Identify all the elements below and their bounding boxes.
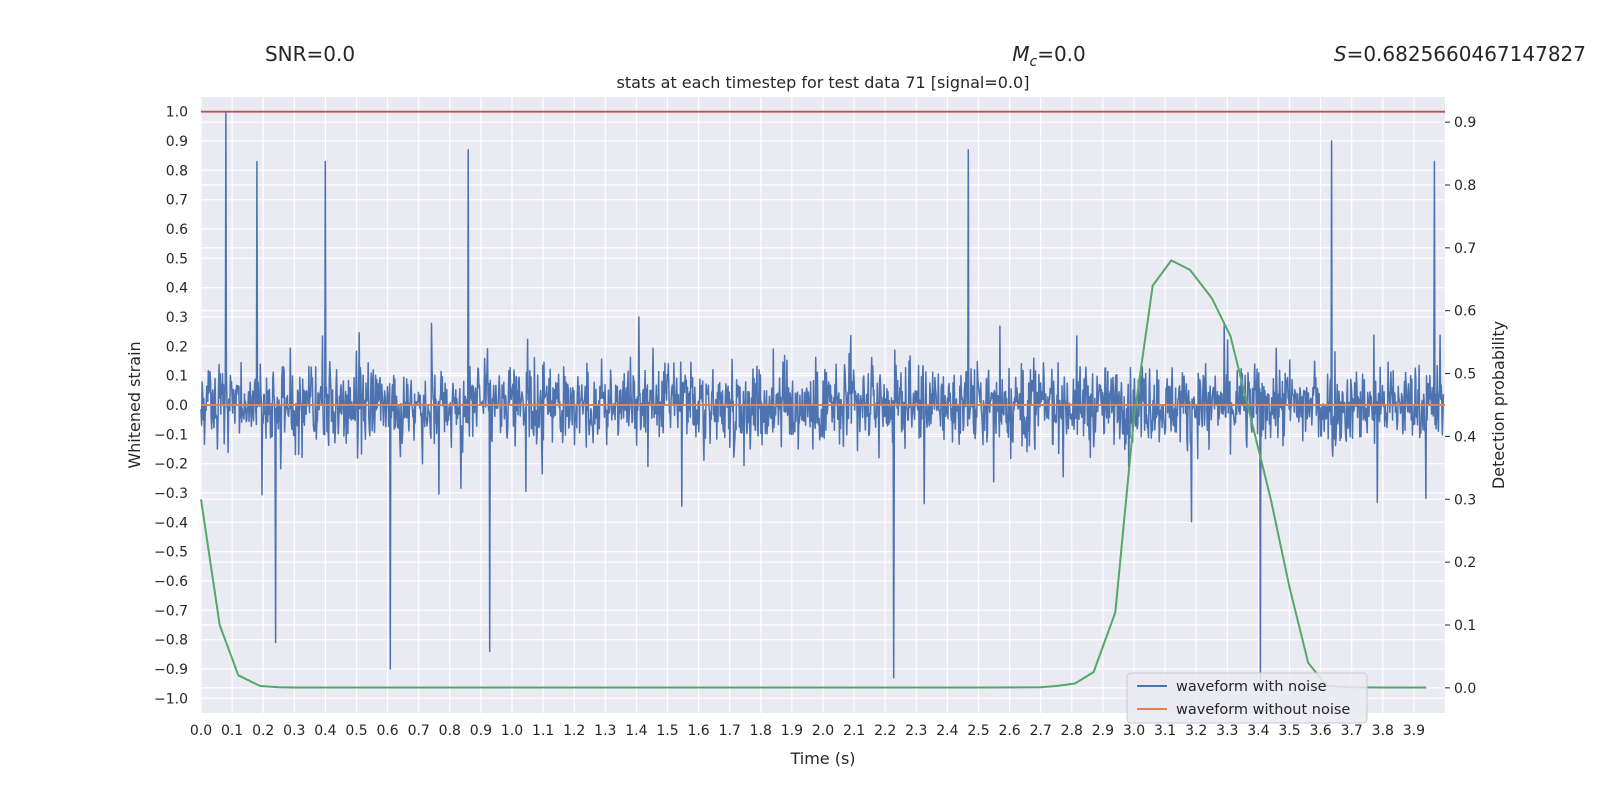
x-tick-label: 1.2: [563, 723, 585, 739]
y-left-tick-label: −0.2: [154, 457, 188, 473]
x-tick-label: 1.3: [594, 723, 616, 739]
x-tick-label: 0.7: [408, 723, 430, 739]
x-tick-label: 1.9: [781, 723, 803, 739]
y-left-tick-label: 0.7: [166, 193, 188, 209]
x-tick-label: 2.7: [1030, 723, 1052, 739]
x-tick-label: 3.8: [1372, 723, 1394, 739]
x-tick-label: 2.8: [1061, 723, 1083, 739]
x-tick-labels: 0.0 0.1 0.2 0.3 0.4 0.5 0.6 0.7 0.8 0.9 1.0 1.1 1.2 1…: [190, 723, 1425, 739]
y-right-tick-labels: 0.9 0.8 0.7 0.6 0.5 0.4 0.3 0.2 0.1 0.0: [1454, 115, 1476, 697]
score-value: =0.6825660467147827: [1347, 42, 1586, 66]
detection-probability-line: [200, 259, 1427, 689]
y-left-tick-label: 0.3: [166, 310, 188, 326]
chirp-mass-value: =0.0: [1037, 42, 1086, 66]
x-tick-label: 1.1: [532, 723, 554, 739]
x-tick-label: 2.4: [936, 723, 958, 739]
x-tick-label: 2.6: [998, 723, 1020, 739]
x-axis-label: Time (s): [789, 749, 855, 768]
waveform-with-noise-line: [200, 110, 1445, 685]
y-right-tick-label: 0.8: [1454, 178, 1476, 194]
y-left-tick-label: 0.1: [166, 369, 188, 385]
chirp-mass-symbol: M: [1012, 42, 1029, 66]
y-left-tick-label: −0.9: [154, 662, 188, 678]
x-tick-label: 1.4: [625, 723, 647, 739]
x-tick-label: 2.5: [967, 723, 989, 739]
x-tick-label: 0.6: [376, 723, 398, 739]
y-left-axis-label: Whitened strain: [125, 341, 144, 468]
x-tick-label: 1.6: [687, 723, 709, 739]
legend-label-noisy: waveform with noise: [1176, 679, 1327, 695]
y-left-tick-label: −0.1: [154, 427, 188, 443]
legend: waveform with noise waveform without noi…: [1126, 672, 1368, 724]
chirp-mass-label: Mc=0.0: [1012, 42, 1086, 70]
snr-label: SNR=0.0: [265, 42, 355, 66]
y-right-axis-label: Detection probability: [1489, 321, 1508, 489]
x-tick-label: 1.0: [501, 723, 523, 739]
x-tick-label: 2.1: [843, 723, 865, 739]
y-left-tick-label: 0.9: [166, 134, 188, 150]
x-tick-label: 0.5: [345, 723, 367, 739]
y-left-tick-label: 0.5: [166, 251, 188, 267]
y-left-tick-label: −1.0: [154, 691, 188, 707]
x-tick-label: 1.8: [750, 723, 772, 739]
x-tick-label: 3.3: [1216, 723, 1238, 739]
x-tick-label: 2.2: [874, 723, 896, 739]
x-tick-label: 1.7: [719, 723, 741, 739]
y-left-tick-label: 0.6: [166, 222, 188, 238]
y-left-tick-label: 0.0: [166, 398, 188, 414]
y-left-tick-label: −0.7: [154, 603, 188, 619]
y-left-tick-label: 0.4: [166, 281, 188, 297]
x-tick-label: 3.5: [1278, 723, 1300, 739]
x-tick-label: 0.3: [283, 723, 305, 739]
y-right-tick-label: 0.0: [1454, 681, 1476, 697]
x-tick-label: 3.0: [1123, 723, 1145, 739]
y-right-tick-label: 0.9: [1454, 115, 1476, 131]
y-left-tick-labels: 1.0 0.9 0.8 0.7 0.6 0.5 0.4 0.3 0.2 0.1 0.0 −0.1 −0.…: [154, 105, 188, 708]
x-tick-label: 0.8: [439, 723, 461, 739]
x-tick-label: 2.9: [1092, 723, 1114, 739]
x-tick-label: 0.9: [470, 723, 492, 739]
y-left-tick-label: −0.8: [154, 633, 188, 649]
score-label: S=0.6825660467147827: [1334, 42, 1586, 66]
y-left-tick-label: −0.3: [154, 486, 188, 502]
x-tick-label: 3.7: [1341, 723, 1363, 739]
y-left-tick-label: 1.0: [166, 105, 188, 121]
x-tick-label: 2.3: [905, 723, 927, 739]
y-left-tick-label: −0.6: [154, 574, 188, 590]
y-right-tick-label: 0.5: [1454, 367, 1476, 383]
x-tick-label: 0.1: [221, 723, 243, 739]
y-right-tick-label: 0.2: [1454, 555, 1476, 571]
y-right-tick-label: 0.7: [1454, 241, 1476, 257]
x-tick-label: 0.0: [190, 723, 212, 739]
x-tick-label: 3.4: [1247, 723, 1269, 739]
score-symbol: S: [1334, 42, 1347, 66]
x-tick-label: 3.2: [1185, 723, 1207, 739]
y-right-tick-label: 0.4: [1454, 429, 1476, 445]
x-tick-label: 3.9: [1403, 723, 1425, 739]
y-left-tick-label: −0.4: [154, 515, 188, 531]
x-tick-label: 2.0: [812, 723, 834, 739]
chart-title: stats at each timestep for test data 71 …: [617, 73, 1030, 92]
y-right-tick-label: 0.6: [1454, 304, 1476, 320]
chirp-mass-subscript: c: [1029, 54, 1037, 70]
x-tick-label: 3.6: [1309, 723, 1331, 739]
x-tick-label: 1.5: [656, 723, 678, 739]
y-right-tick-label: 0.3: [1454, 492, 1476, 508]
y-right-tick-label: 0.1: [1454, 618, 1476, 634]
x-tick-label: 3.1: [1154, 723, 1176, 739]
y-left-tick-label: −0.5: [154, 545, 188, 561]
y-left-tick-label: 0.2: [166, 339, 188, 355]
legend-label-clean: waveform without noise: [1176, 702, 1350, 718]
x-tick-label: 0.4: [314, 723, 336, 739]
x-tick-label: 0.2: [252, 723, 274, 739]
y-left-tick-label: 0.8: [166, 163, 188, 179]
legend-box: [1126, 672, 1368, 724]
